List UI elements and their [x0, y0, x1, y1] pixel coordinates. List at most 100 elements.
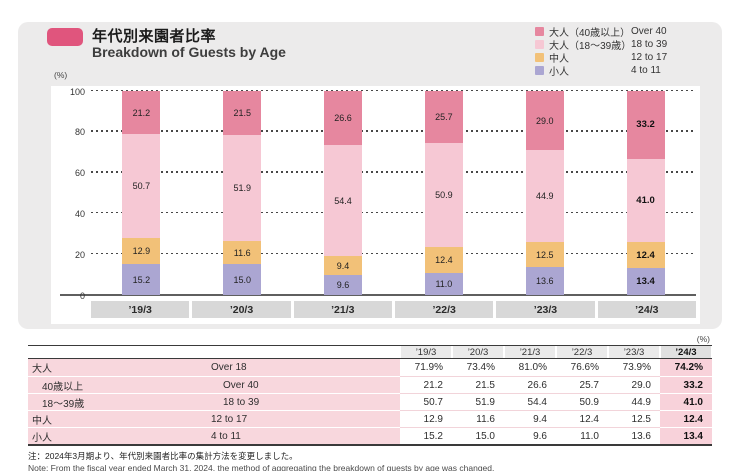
table-row: 大人 Over 18 71.9% 73.4% 81.0% 76.6% 73.9% 74.2%: [28, 359, 712, 376]
bar-segment: 21.2: [122, 91, 161, 135]
legend-entry: 大人（18～39歳） 18 to 39: [535, 38, 668, 52]
row-label-jp: 中人: [28, 410, 203, 427]
table-value-cell: 74.2%: [660, 359, 712, 376]
x-axis-label: ’21/3: [293, 301, 392, 318]
bar-segment: 12.9: [122, 237, 161, 264]
table-value-cell: 71.9%: [400, 359, 452, 376]
x-axis-label: ’20/3: [192, 301, 291, 318]
y-axis-unit-label: (%): [54, 70, 68, 80]
bar-segment: 12.4: [424, 247, 463, 273]
table-header-row: ’19/3’20/3’21/3’22/3’23/3’24/3: [28, 346, 712, 359]
bar-segment: 54.4: [324, 145, 363, 257]
y-axis-tick-label: 20: [74, 249, 85, 260]
plot-area: 0 20 40 60 80 100 21.2 50.7 12.9 15.2 21.5 51.9 11.6…: [60, 87, 696, 301]
bar-column: 25.7 50.9 12.4 11.0: [393, 91, 494, 295]
table-column-header: ’19/3: [401, 346, 451, 358]
y-axis-tick-label: 60: [74, 168, 85, 179]
bar-segment: 50.9: [424, 143, 463, 248]
table-value-cell: 76.6%: [556, 359, 608, 376]
bar-segment: 12.5: [525, 241, 564, 268]
bar-segment: 12.4: [626, 242, 665, 268]
y-axis-tick-label: 0: [79, 290, 85, 301]
bar-segment: 13.4: [626, 267, 665, 295]
y-axis-tick-label: 40: [74, 208, 85, 219]
table-row: 40歳以上 Over 40 21.2 21.5 26.6 25.7 29.0 33.2: [28, 376, 712, 393]
bar-segment: 51.9: [223, 134, 262, 241]
table-value-cell: 13.6: [608, 427, 660, 444]
table-column-header: ’20/3: [453, 346, 503, 358]
row-label-jp: 18～39歳: [28, 393, 203, 410]
table-column-header: ’21/3: [505, 346, 555, 358]
footnote-jp: 注：2024年3月期より、年代別来園者比率の集計方法を変更しました。: [28, 451, 298, 461]
table-value-cell: 50.7: [400, 393, 452, 410]
legend-entry: 小人 4 to 11: [535, 64, 667, 78]
bar-segment: 44.9: [525, 150, 564, 242]
row-label-jp: 小人: [28, 427, 203, 444]
bar-column: 33.2 41.0 12.4 13.4: [595, 91, 696, 295]
chart-plot-panel: 0 20 40 60 80 100 21.2 50.7 12.9 15.2 21.5 51.9 11.6…: [51, 86, 700, 324]
table-value-cell: 29.0: [608, 376, 660, 393]
stacked-bar: 21.5 51.9 11.6 15.0: [223, 91, 262, 295]
legend-color-chip: [535, 27, 544, 36]
table-value-cell: 73.4%: [452, 359, 504, 376]
x-axis-labels: ’19/3’20/3’21/3’22/3’23/3’24/3: [91, 301, 696, 318]
table-value-cell: 44.9: [608, 393, 660, 410]
table-value-cell: 11.0: [556, 427, 608, 444]
chart-legend: 大人（40歳以上） Over 40 大人（18～39歳） 18 to 39 中人 12 t…: [535, 25, 668, 78]
table-value-cell: 51.9: [452, 393, 504, 410]
x-axis-label: ’19/3: [91, 301, 190, 318]
page-title-en: Breakdown of Guests by Age: [92, 44, 286, 60]
table-column-header: ’24/3: [661, 346, 711, 358]
table-unit-label: (%): [696, 334, 710, 344]
row-label-en: Over 18: [203, 359, 400, 376]
gridline: [91, 252, 696, 255]
table-row: 18～39歳 18 to 39 50.7 51.9 54.4 50.9 44.9 41.0: [28, 393, 712, 410]
bar-segment: 13.6: [525, 267, 564, 295]
bar-segment: 9.6: [324, 275, 363, 295]
bars-layer: 21.2 50.7 12.9 15.2 21.5 51.9 11.6 15.0 26.6 54.4…: [91, 91, 696, 295]
row-label-en: 18 to 39: [203, 393, 400, 410]
bar-segment: 21.5: [223, 91, 262, 135]
table-value-cell: 50.9: [556, 393, 608, 410]
legend-label-en: 18 to 39: [631, 39, 668, 50]
stacked-bar: 26.6 54.4 9.4 9.6: [324, 91, 363, 295]
table-value-cell: 13.4: [660, 427, 712, 444]
table-value-cell: 41.0: [660, 393, 712, 410]
legend-label-en: Over 40: [631, 26, 667, 37]
table-value-cell: 26.6: [504, 376, 556, 393]
bar-column: 21.5 51.9 11.6 15.0: [192, 91, 293, 295]
legend-color-chip: [535, 53, 544, 62]
table-value-cell: 11.6: [452, 410, 504, 427]
table-value-cell: 73.9%: [608, 359, 660, 376]
table-value-cell: 21.2: [400, 376, 452, 393]
legend-label-jp: 大人（18～39歳）: [549, 41, 632, 52]
table-value-cell: 21.5: [452, 376, 504, 393]
row-label-jp: 大人: [28, 359, 203, 376]
bar-segment: 15.2: [122, 264, 161, 295]
legend-entry: 大人（40歳以上） Over 40: [535, 25, 667, 39]
legend-label-jp: 中人: [549, 54, 569, 65]
table-value-cell: 9.4: [504, 410, 556, 427]
bar-segment: 15.0: [223, 264, 262, 295]
table-value-cell: 12.4: [660, 410, 712, 427]
table-value-cell: 12.9: [400, 410, 452, 427]
bar-column: 21.2 50.7 12.9 15.2: [91, 91, 192, 295]
table-value-cell: 12.4: [556, 410, 608, 427]
table-value-cell: 15.2: [400, 427, 452, 444]
footnote-en: Note: From the fiscal year ended March 3…: [28, 463, 495, 471]
table-value-cell: 54.4: [504, 393, 556, 410]
legend-entry: 中人 12 to 17: [535, 51, 667, 65]
legend-color-chip: [535, 66, 544, 75]
data-table: ’19/3’20/3’21/3’22/3’23/3’24/3 大人 Over 18 7…: [28, 345, 712, 446]
row-label-jp: 40歳以上: [28, 376, 203, 393]
chart-card: 年代別来園者比率 Breakdown of Guests by Age 大人（4…: [18, 22, 722, 329]
bar-segment: 33.2: [626, 91, 665, 159]
gridline: [91, 130, 696, 132]
x-axis-label: ’24/3: [597, 301, 696, 318]
stacked-bar: 25.7 50.9 12.4 11.0: [424, 91, 463, 295]
page-title-jp: 年代別来園者比率: [92, 28, 217, 45]
table-row: 小人 4 to 11 15.2 15.0 9.6 11.0 13.6 13.4: [28, 427, 712, 444]
bar-segment: 25.7: [424, 91, 463, 144]
table-header-spacer-en: [203, 346, 400, 358]
table-row: 中人 12 to 17 12.9 11.6 9.4 12.4 12.5 12.4: [28, 410, 712, 427]
